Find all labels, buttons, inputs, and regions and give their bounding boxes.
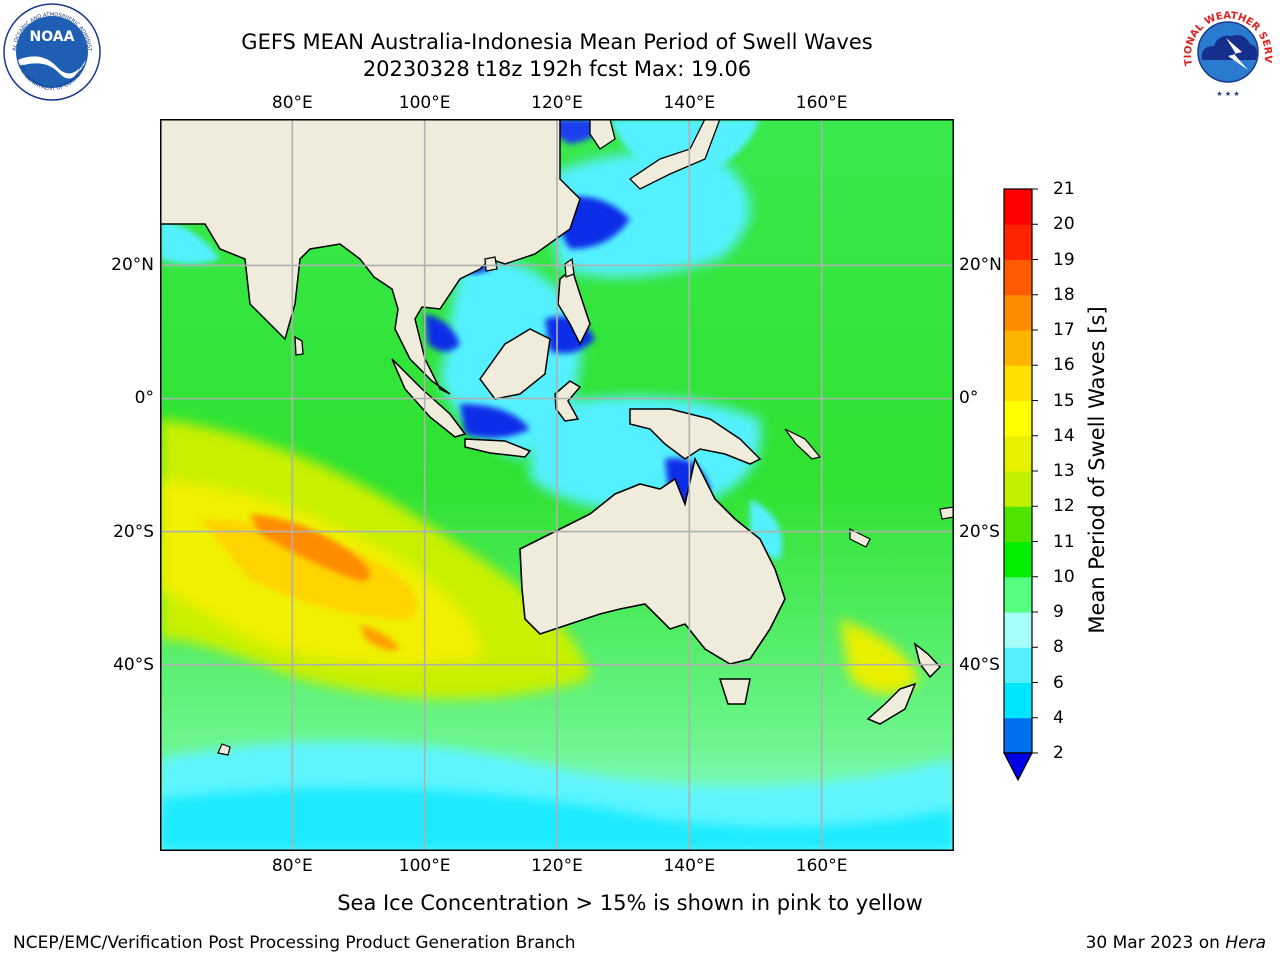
lat-tick-label: 20°S: [113, 521, 154, 542]
sri-lanka: [294, 335, 304, 356]
colorbar-tick-label: 6: [1053, 672, 1064, 693]
colorbar-segment: [1004, 647, 1032, 683]
footer-date-text: 30 Mar 2023 on: [1085, 933, 1226, 953]
new-zealand-north: [913, 642, 942, 679]
korea: [589, 119, 616, 150]
lon-tick-label: 140°E: [663, 93, 716, 113]
colorbar-tick-label: 14: [1053, 425, 1075, 446]
lat-tick-label: 0°: [134, 388, 154, 409]
lon-tick-label: 120°E: [531, 93, 583, 113]
lon-tick-label: 160°E: [795, 93, 848, 113]
colorbar-segment: [1004, 330, 1032, 366]
lat-tick-label: 40°S: [113, 654, 154, 675]
colorbar-title: Mean Period of Swell Waves [s]: [1085, 306, 1109, 634]
footer-branch: NCEP/EMC/Verification Post Processing Pr…: [13, 933, 576, 953]
max-swell-core: [250, 514, 370, 581]
lat-tick-label: 20°S: [959, 521, 1000, 542]
colorbar-tick-label: 10: [1053, 566, 1075, 587]
colorbar-segment: [1004, 682, 1032, 719]
footer-date: 30 Mar 2023 on Hera: [1086, 933, 1266, 953]
colorbar-segment: [1004, 506, 1032, 542]
hainan: [484, 256, 498, 272]
colorbar-tick-label: 17: [1053, 320, 1075, 340]
lat-tick-label: 20°N: [111, 255, 154, 276]
colorbar-tick-label: 18: [1053, 284, 1075, 305]
colorbar-segment: [1004, 541, 1032, 578]
colorbar-tick-label: 20: [1053, 214, 1075, 235]
colorbar-segment: [1004, 576, 1032, 613]
java: [464, 438, 532, 458]
sea-ice-note: Sea Ice Concentration > 15% is shown in …: [337, 891, 923, 915]
footer-host: Hera: [1225, 933, 1266, 953]
lon-tick-label: 80°E: [271, 856, 313, 876]
chart-title: GEFS MEAN Australia-Indonesia Mean Perio…: [241, 30, 873, 54]
colorbar-tick-label: 9: [1053, 602, 1064, 622]
colorbar-tick-label: 16: [1053, 355, 1075, 376]
chart-subtitle: 20230328 t18z 192h fcst Max: 19.06: [362, 57, 752, 81]
swell-period-map: [160, 119, 954, 851]
noaa-logo-text: NOAA: [30, 29, 75, 45]
tasmania: [718, 678, 751, 705]
australia-landmass: [519, 456, 786, 665]
colorbar-segment: [1004, 717, 1032, 754]
new-zealand-south: [866, 682, 917, 725]
new-guinea: [629, 408, 762, 465]
map-frame: [160, 119, 954, 851]
colorbar-segment: [1004, 612, 1032, 648]
colorbar-tick-label: 4: [1053, 707, 1064, 728]
lat-tick-label: 0°: [959, 388, 979, 409]
lon-tick-label: 100°E: [398, 856, 451, 876]
colorbar-tick-label: 13: [1053, 461, 1075, 481]
colorbar-segment: [1004, 400, 1032, 437]
lat-tick-label: 20°N: [959, 255, 1002, 276]
colorbar-tick-label: 19: [1053, 249, 1075, 270]
noaa-logo: NOAA NATIONAL OCEANIC AND ATMOSPHERIC AD…: [2, 2, 101, 101]
lat-tick-label: 40°S: [959, 654, 1000, 675]
colorbar-segment: [1004, 435, 1032, 472]
colorbar-segment: [1004, 224, 1032, 260]
colorbar-tick-label: 12: [1053, 496, 1075, 517]
colorbar-segment: [1004, 471, 1032, 507]
lon-tick-label: 120°E: [531, 856, 583, 876]
nws-logo: NATIONAL WEATHER SERVICE ★ ★ ★: [1178, 2, 1275, 99]
colorbar-segment: [1004, 189, 1032, 225]
colorbar-tick-label: 21: [1053, 179, 1075, 199]
colorbar-segment: [1004, 365, 1032, 401]
colorbar-segment: [1004, 259, 1032, 296]
colorbar-tick-label: 2: [1053, 743, 1064, 763]
colorbar-tick-label: 8: [1053, 637, 1064, 658]
colorbar: [1003, 188, 1038, 782]
asia-mainland: [160, 119, 581, 395]
colorbar-under-arrow: [1003, 752, 1033, 782]
colorbar-segment: [1004, 294, 1032, 331]
lon-tick-label: 100°E: [398, 93, 451, 113]
japan: [628, 119, 721, 190]
colorbar-tick-label: 11: [1053, 531, 1075, 552]
colorbar-tick-label: 15: [1053, 390, 1075, 411]
lon-tick-label: 140°E: [663, 856, 716, 876]
svg-text:★ ★ ★: ★ ★ ★: [1216, 90, 1239, 98]
lon-tick-label: 80°E: [271, 93, 313, 113]
lon-tick-label: 160°E: [795, 856, 848, 876]
graticule: [160, 119, 954, 851]
taiwan: [564, 257, 575, 278]
